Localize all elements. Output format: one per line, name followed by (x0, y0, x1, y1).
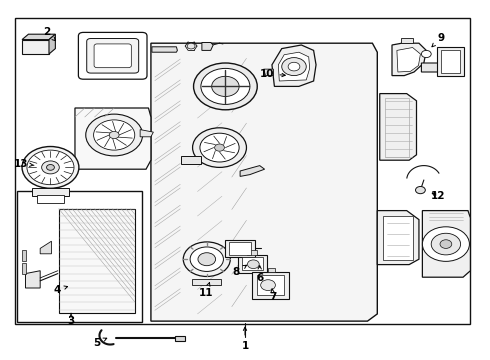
Bar (238, 255, 267, 273)
Circle shape (27, 150, 74, 185)
Bar (225, 240, 255, 257)
Text: 11: 11 (198, 283, 213, 298)
Circle shape (47, 165, 54, 170)
Polygon shape (264, 69, 273, 76)
Text: 2: 2 (43, 27, 55, 41)
Text: 8: 8 (233, 265, 246, 277)
Bar (437, 47, 464, 76)
Bar (22, 263, 26, 274)
Text: 6: 6 (256, 266, 263, 283)
Text: 7: 7 (270, 289, 277, 302)
Polygon shape (278, 52, 310, 81)
Bar (385, 98, 409, 157)
Circle shape (212, 76, 239, 96)
Text: 12: 12 (431, 191, 446, 201)
Bar (252, 272, 289, 299)
Polygon shape (140, 130, 153, 137)
Circle shape (190, 247, 223, 271)
Text: 1: 1 (242, 327, 248, 351)
Polygon shape (392, 43, 426, 76)
Bar (15, 18, 470, 324)
Circle shape (261, 280, 275, 291)
Bar (441, 50, 460, 73)
Circle shape (422, 227, 469, 261)
Circle shape (421, 50, 431, 58)
Polygon shape (377, 211, 419, 265)
Bar (401, 38, 413, 43)
Text: 3: 3 (68, 313, 74, 326)
Polygon shape (202, 42, 213, 50)
Circle shape (109, 131, 119, 139)
Polygon shape (272, 45, 316, 86)
Polygon shape (22, 34, 55, 40)
Polygon shape (49, 34, 55, 54)
Circle shape (288, 62, 300, 71)
Circle shape (187, 43, 195, 49)
Bar (175, 336, 185, 341)
Circle shape (431, 233, 461, 255)
Circle shape (198, 253, 216, 266)
Polygon shape (380, 94, 416, 160)
Circle shape (282, 58, 306, 76)
Text: 5: 5 (93, 338, 107, 348)
Bar (181, 156, 201, 164)
Bar (37, 195, 64, 203)
Circle shape (416, 186, 425, 194)
Bar (32, 188, 69, 196)
Circle shape (42, 161, 59, 174)
Circle shape (200, 133, 239, 162)
Polygon shape (40, 241, 51, 254)
Polygon shape (397, 48, 420, 72)
Polygon shape (422, 211, 470, 277)
Bar (229, 242, 251, 255)
Circle shape (215, 144, 224, 151)
Circle shape (440, 240, 452, 248)
Bar (192, 279, 221, 285)
Bar (383, 216, 413, 260)
Polygon shape (22, 40, 49, 54)
Polygon shape (240, 166, 265, 176)
Circle shape (22, 147, 79, 188)
Text: 10: 10 (260, 69, 285, 79)
Polygon shape (75, 108, 151, 169)
Polygon shape (151, 43, 377, 321)
FancyBboxPatch shape (78, 32, 147, 79)
Circle shape (183, 242, 230, 276)
Text: 13: 13 (14, 159, 34, 169)
Text: 9: 9 (432, 33, 444, 47)
FancyBboxPatch shape (87, 39, 139, 73)
Circle shape (86, 114, 143, 156)
Text: 4: 4 (54, 285, 68, 295)
Polygon shape (25, 271, 40, 288)
Bar (257, 275, 284, 295)
Circle shape (201, 68, 250, 104)
Circle shape (247, 260, 259, 269)
Bar (268, 268, 275, 272)
Bar (242, 257, 263, 270)
FancyBboxPatch shape (94, 44, 131, 68)
Circle shape (194, 63, 257, 110)
Bar (22, 250, 26, 261)
Bar (17, 191, 142, 322)
Bar (59, 209, 135, 313)
Circle shape (193, 128, 246, 167)
Bar (247, 250, 257, 255)
Circle shape (94, 120, 135, 150)
Polygon shape (421, 63, 441, 72)
Polygon shape (152, 47, 177, 52)
